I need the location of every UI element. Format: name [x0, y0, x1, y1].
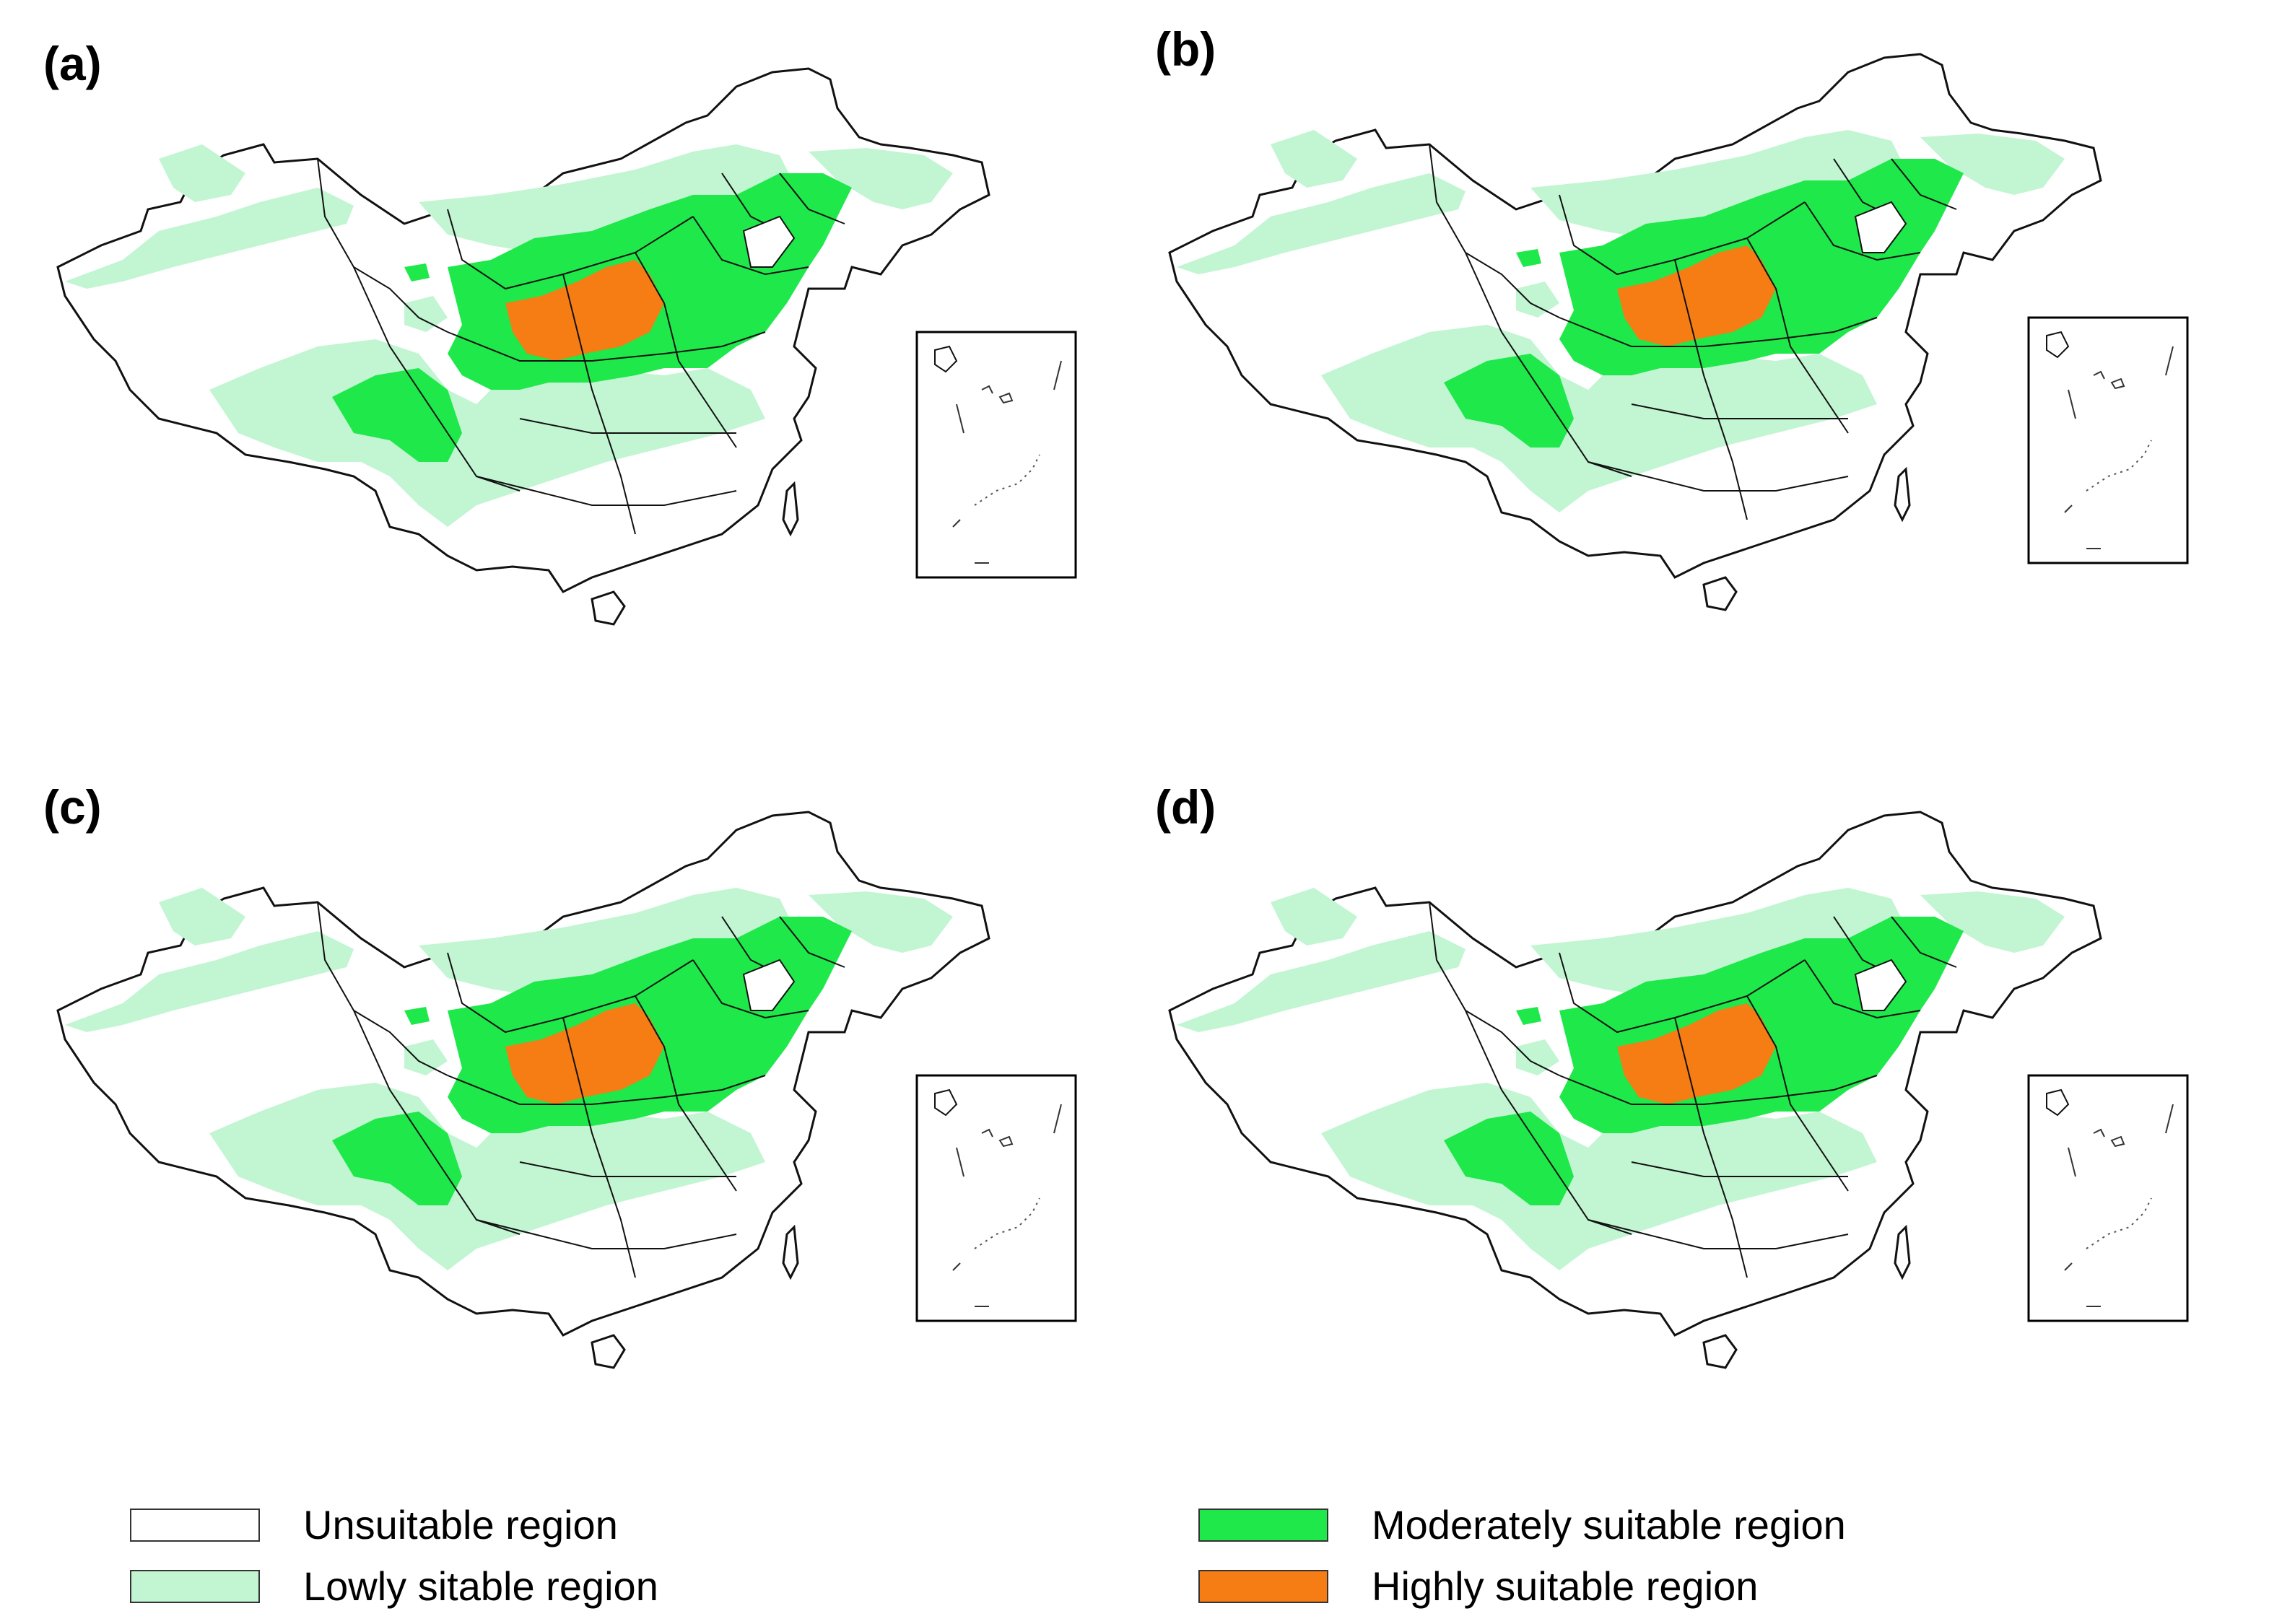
bohai-sea — [1854, 959, 1907, 1011]
taiwan-island — [782, 481, 799, 537]
hainan-island — [1702, 576, 1738, 611]
legend-label-high: Highly suitable region — [1372, 1563, 1759, 1609]
south-china-sea-inset — [2027, 316, 2189, 564]
legend-item-high: Highly suitable region — [1198, 1563, 2065, 1609]
taiwan-island — [1894, 466, 1911, 523]
highly-suitable-zones — [505, 1003, 664, 1104]
bohai-sea — [742, 215, 796, 268]
legend-item-lowly: Lowly sitable region — [130, 1563, 780, 1609]
map-legend: Unsuitable region Lowly sitable region M… — [0, 1472, 2282, 1624]
china-suitability-map-b — [1168, 53, 2189, 611]
legend-swatch-unsuitable — [130, 1509, 260, 1542]
province-borders — [1429, 902, 1957, 1278]
panel-label-b: (b) — [1155, 22, 1216, 76]
china-suitability-map-a — [56, 67, 1077, 626]
bohai-sea — [1854, 201, 1907, 253]
legend-swatch-moderate — [1198, 1509, 1328, 1542]
hainan-island — [591, 1334, 626, 1369]
china-suitability-map-c — [56, 811, 1077, 1369]
legend-swatch-lowly — [130, 1570, 260, 1603]
hainan-island — [591, 590, 626, 626]
legend-label-moderate: Moderately suitable region — [1372, 1502, 1846, 1547]
taiwan-island — [782, 1224, 799, 1280]
panel-label-d: (d) — [1155, 780, 1216, 834]
map-panel-a: (a) — [14, 29, 1126, 664]
map-panel-c: (c) — [14, 772, 1126, 1407]
legend-item-unsuitable: Unsuitable region — [130, 1501, 780, 1547]
map-panel-b: (b) — [1126, 14, 2238, 650]
legend-label-lowly: Lowly sitable region — [303, 1563, 658, 1609]
legend-item-moderate: Moderately suitable region — [1198, 1501, 2065, 1547]
south-china-sea-inset — [2027, 1074, 2189, 1322]
province-borders — [317, 902, 845, 1278]
south-china-sea-inset — [915, 1074, 1077, 1322]
legend-swatch-high — [1198, 1570, 1328, 1603]
panel-label-a: (a) — [43, 37, 102, 90]
hainan-island — [1702, 1334, 1738, 1369]
legend-label-unsuitable: Unsuitable region — [303, 1502, 618, 1547]
bohai-sea — [742, 959, 796, 1011]
highly-suitable-zones — [1617, 245, 1776, 346]
panel-label-c: (c) — [43, 780, 102, 834]
south-china-sea-inset — [915, 331, 1077, 579]
highly-suitable-zones — [1617, 1003, 1776, 1104]
china-suitability-map-d — [1168, 811, 2189, 1369]
map-panel-d: (d) — [1126, 772, 2238, 1407]
taiwan-island — [1894, 1224, 1911, 1280]
province-borders — [1429, 144, 1957, 520]
highly-suitable-zones — [505, 260, 664, 361]
province-borders — [317, 158, 845, 535]
